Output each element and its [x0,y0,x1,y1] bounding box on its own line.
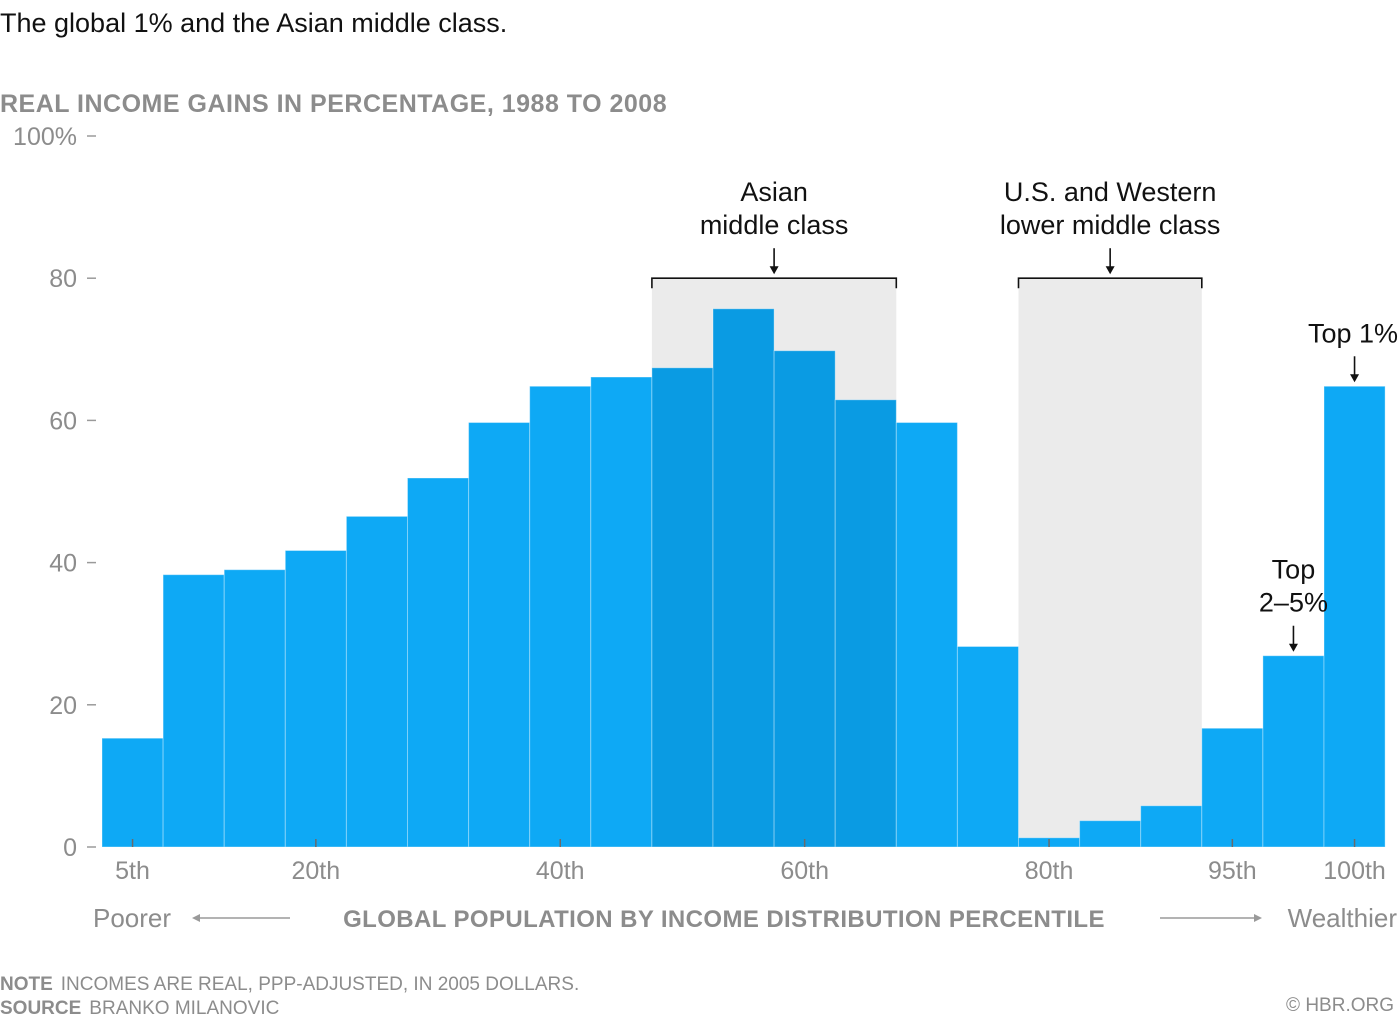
annotation-1-line-0: U.S. and Western [1004,177,1217,207]
annotation-bracket-0 [651,277,898,289]
source-label: SOURCE [0,998,82,1019]
x-label-poorer: Poorer [93,903,171,933]
annotation-arrow-head-3 [1350,374,1360,383]
bar-14 [956,645,1020,848]
annotation-0-line-1: middle class [700,210,849,240]
bar-7 [529,385,592,848]
source-text: BRANKO MILANOVIC [89,998,280,1019]
annotation-arrow-head-0 [769,266,779,275]
annotation-1-line-1: lower middle class [1000,210,1221,240]
x-tick-label-2: 40th [536,857,585,885]
x-tick-label-0: 5th [115,857,150,885]
annotation-arrow-head-2 [1288,643,1298,652]
note-text: INCOMES ARE REAL, PPP-ADJUSTED, IN 2005 … [60,974,580,995]
bar-chart: 0 20 40 60 80 100% 5th 20th 40th 60th 80th 95th 100t… [13,123,1398,933]
annotation-arrow-head-1 [1105,266,1115,275]
annotation-2-line-0: Top [1272,555,1316,585]
bar-19 [1262,655,1325,848]
bar-20 [1323,385,1386,848]
x-tick-label-5: 95th [1208,857,1257,885]
annotation-2-line-1: 2–5% [1259,588,1328,618]
bar-12 [834,399,897,848]
bar-1 [162,574,225,848]
y-tick-label-4: 80 [49,265,77,293]
x-tick-label-6: 100th [1323,857,1386,885]
chart-subtitle: REAL INCOME GAINS IN PERCENTAGE, 1988 TO… [0,90,668,118]
bar-4 [345,515,408,848]
annotation-0-line-0: Asian [740,177,808,207]
x-tick-label-1: 20th [292,857,341,885]
wealthier-arrow-head [1254,914,1262,922]
source-line: SOURCE BRANKO MILANOVIC [0,998,279,1020]
y-tick-label-0: 0 [63,834,77,862]
note-line: NOTE INCOMES ARE REAL, PPP-ADJUSTED, IN 2… [0,974,579,996]
bar-11 [773,350,836,848]
bar-16 [1079,820,1142,848]
y-tick-label-2: 40 [49,550,77,578]
x-label-wealthier: Wealthier [1288,903,1398,933]
bar-10 [712,308,775,848]
bar-3 [284,550,347,848]
bar-2 [223,569,286,848]
chart-title: The global 1% and the Asian middle class… [0,8,508,38]
bar-13 [895,422,958,848]
poorer-arrow-head [192,914,200,922]
credit-text: © HBR.ORG [1286,995,1394,1016]
bar-8 [590,376,653,848]
x-axis-title: GLOBAL POPULATION BY INCOME DISTRIBUTION… [343,906,1105,933]
x-tick-label-4: 80th [1025,857,1074,885]
y-tick-label-5: 100% [13,123,77,151]
annotation-3-line-0: Top 1% [1308,318,1398,348]
y-tick-label-3: 60 [49,407,77,435]
x-tick-label-3: 60th [780,857,829,885]
bar-0 [101,737,164,848]
shaded-region-1 [1018,278,1202,847]
bar-5 [407,477,470,848]
note-label: NOTE [0,974,53,995]
y-tick-label-1: 20 [49,692,77,720]
bar-9 [651,367,714,848]
bar-17 [1140,805,1203,848]
bar-6 [468,422,531,848]
bar-18 [1201,727,1264,848]
annotation-bracket-1 [1017,277,1203,289]
